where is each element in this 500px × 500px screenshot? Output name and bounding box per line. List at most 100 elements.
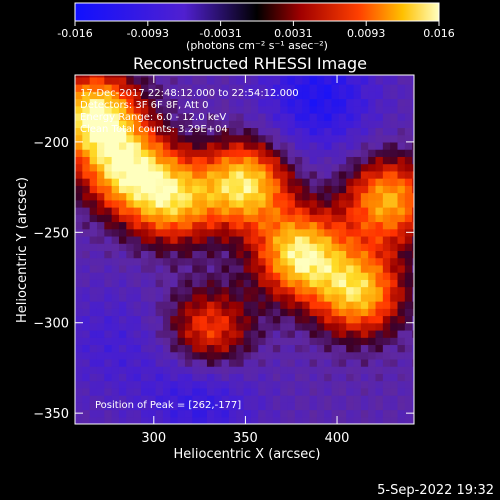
heatmap-cell (236, 264, 245, 273)
heatmap-cell (243, 156, 252, 165)
heatmap-cell (104, 395, 113, 403)
heatmap-cell (140, 351, 149, 360)
heatmap-cell (96, 322, 105, 331)
heatmap-cell (192, 141, 201, 150)
heatmap-cell (75, 243, 83, 252)
heatmap-cell (397, 170, 406, 179)
heatmap-cell (331, 76, 340, 85)
heatmap-cell (390, 257, 399, 266)
heatmap-cell (404, 98, 413, 107)
heatmap-cell (287, 243, 296, 252)
heatmap-cell (184, 373, 193, 382)
heatmap-cell (302, 199, 311, 208)
heatmap-cell (170, 235, 179, 244)
heatmap-cell (397, 76, 406, 85)
heatmap-cell (199, 351, 208, 360)
heatmap-cell (140, 308, 149, 317)
heatmap-cell (390, 221, 399, 230)
heatmap-cell (126, 192, 135, 201)
heatmap-cell (155, 199, 164, 208)
heatmap-cell (162, 75, 171, 78)
heatmap-cell (75, 221, 83, 230)
heatmap-cell (170, 416, 179, 424)
heatmap-cell (309, 141, 318, 150)
heatmap-cell (177, 243, 186, 252)
heatmap-cell (368, 221, 377, 230)
heatmap-cell (346, 387, 355, 396)
heatmap-cell (302, 279, 311, 288)
heatmap-cell (368, 308, 377, 317)
heatmap-cell (75, 235, 83, 244)
heatmap-cell (104, 344, 113, 353)
heatmap-cell (162, 395, 171, 403)
heatmap-cell (75, 170, 83, 179)
colorbar-tick-label: 0.016 (423, 27, 455, 40)
heatmap-cell (228, 98, 237, 107)
heatmap-cell (89, 192, 98, 201)
heatmap-cell (280, 308, 289, 317)
info-text: 17-Dec-2017 22:48:12.000 to 22:54:12.000… (80, 88, 299, 135)
heatmap-cell (287, 351, 296, 360)
heatmap-cell (214, 105, 223, 114)
heatmap-cell (280, 156, 289, 165)
heatmap-cell (258, 76, 267, 85)
heatmap-cell (214, 235, 223, 244)
heatmap-cell (177, 366, 186, 374)
chart-title: Reconstructed RHESSI Image (133, 54, 367, 73)
heatmap-cell (250, 120, 259, 129)
heatmap-cell (375, 272, 384, 280)
heatmap-cell (338, 185, 347, 194)
heatmap-cell (221, 235, 230, 244)
heatmap-cell (192, 235, 201, 244)
heatmap-cell (228, 214, 237, 223)
heatmap-cell (368, 373, 377, 382)
heatmap-cell (382, 84, 391, 92)
heatmap-cell (118, 120, 127, 129)
heatmap-cell (221, 170, 230, 179)
heatmap-cell (390, 301, 399, 309)
heatmap-cell (390, 149, 399, 157)
heatmap-cell (309, 264, 318, 273)
heatmap-cell (89, 293, 98, 302)
heatmap-cell (75, 156, 83, 165)
heatmap-cell (287, 264, 296, 273)
heatmap-cell (338, 322, 347, 331)
heatmap-cell (280, 76, 289, 85)
heatmap-cell (272, 84, 281, 92)
heatmap-cell (280, 105, 289, 114)
heatmap-cell (316, 192, 325, 201)
heatmap-cell (294, 214, 303, 223)
heatmap-cell (375, 380, 384, 389)
heatmap-cell (353, 120, 362, 129)
heatmap-cell (382, 243, 391, 252)
heatmap-cell (404, 308, 413, 317)
heatmap-cell (404, 373, 413, 382)
heatmap-cell (140, 366, 149, 374)
heatmap-cell (170, 141, 179, 150)
heatmap-cell (382, 134, 391, 143)
heatmap-cell (199, 264, 208, 273)
heatmap-cell (82, 286, 91, 295)
heatmap-cell (243, 192, 252, 201)
heatmap-cell (162, 170, 171, 179)
heatmap-cell (280, 387, 289, 396)
heatmap-cell (309, 322, 318, 331)
heatmap-cell (236, 98, 245, 107)
heatmap-cell (221, 163, 230, 172)
heatmap-cell (338, 243, 347, 252)
heatmap-cell (258, 192, 267, 201)
heatmap-cell (265, 409, 274, 418)
heatmap-cell (280, 337, 289, 346)
heatmap-cell (82, 301, 91, 309)
heatmap-cell (192, 178, 201, 186)
heatmap-cell (111, 112, 120, 121)
heatmap-cell (214, 380, 223, 389)
heatmap-cell (236, 358, 245, 367)
heatmap-cell (104, 149, 113, 157)
heatmap-cell (155, 221, 164, 230)
heatmap-cell (206, 315, 215, 324)
heatmap-cell (250, 308, 259, 317)
heatmap-cell (170, 337, 179, 346)
heatmap-cell (302, 105, 311, 114)
heatmap-cell (280, 351, 289, 360)
